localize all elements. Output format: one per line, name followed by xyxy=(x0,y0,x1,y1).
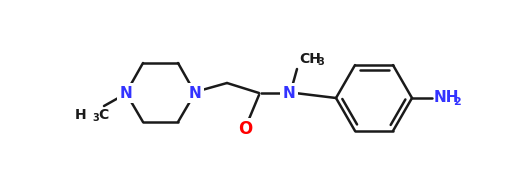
Text: H: H xyxy=(74,108,86,122)
Text: O: O xyxy=(238,120,252,138)
Text: NH: NH xyxy=(434,90,459,106)
Text: C: C xyxy=(98,108,108,122)
Text: 3: 3 xyxy=(92,113,99,123)
Text: N: N xyxy=(120,85,133,101)
Text: CH: CH xyxy=(299,52,321,66)
Text: 3: 3 xyxy=(317,57,324,67)
Text: N: N xyxy=(283,85,295,101)
Text: 2: 2 xyxy=(453,97,461,107)
Text: N: N xyxy=(188,85,201,101)
